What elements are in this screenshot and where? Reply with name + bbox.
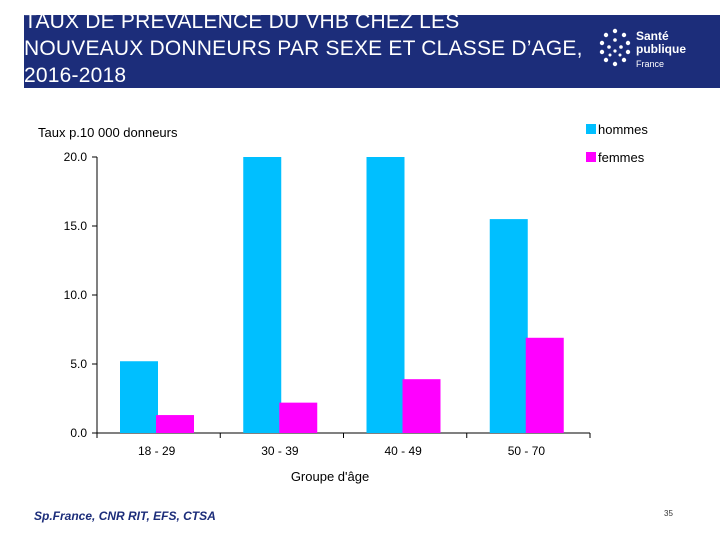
y-tick-label: 0.0 bbox=[70, 426, 87, 440]
y-tick-label: 15.0 bbox=[64, 219, 88, 233]
logo-text-publique: publique bbox=[636, 42, 686, 56]
sante-publique-france-logo: Santé publique France bbox=[598, 28, 698, 78]
logo-text-france: France bbox=[636, 59, 665, 69]
page-number: 35 bbox=[664, 509, 673, 518]
logo-text-sante: Santé bbox=[636, 29, 669, 43]
y-tick-label: 5.0 bbox=[70, 357, 87, 371]
bar-femmes-1 bbox=[156, 415, 194, 433]
legend-swatch-hommes bbox=[586, 124, 596, 134]
logo-dots-icon bbox=[599, 28, 631, 67]
bar-femmes-2 bbox=[279, 402, 318, 433]
y-tick-label: 10.0 bbox=[64, 288, 88, 302]
bar-hommes-3 bbox=[366, 157, 405, 433]
x-category-label: 50 - 70 bbox=[508, 444, 546, 458]
legend-label-femmes: femmes bbox=[598, 150, 645, 165]
bar-hommes-1 bbox=[120, 361, 158, 433]
bar-femmes-3 bbox=[402, 379, 441, 433]
source-note: Sp.France, CNR RIT, EFS, CTSA bbox=[34, 509, 216, 523]
slide-title: TAUX DE PRÉVALENCE DU VHB CHEZ LES NOUVE… bbox=[24, 10, 583, 87]
legend-swatch-femmes bbox=[586, 152, 596, 162]
y-tick-label: 20.0 bbox=[64, 150, 88, 164]
bar-hommes-2 bbox=[243, 157, 282, 433]
x-axis-label: Groupe d'âge bbox=[291, 469, 369, 484]
legend-label-hommes: hommes bbox=[598, 122, 648, 137]
x-category-label: 18 - 29 bbox=[138, 444, 176, 458]
x-category-label: 30 - 39 bbox=[261, 444, 299, 458]
bar-hommes-4 bbox=[489, 219, 528, 433]
x-category-label: 40 - 49 bbox=[384, 444, 422, 458]
bar-femmes-4 bbox=[525, 337, 564, 433]
y-axis-label: Taux p.10 000 donneurs bbox=[38, 125, 178, 140]
